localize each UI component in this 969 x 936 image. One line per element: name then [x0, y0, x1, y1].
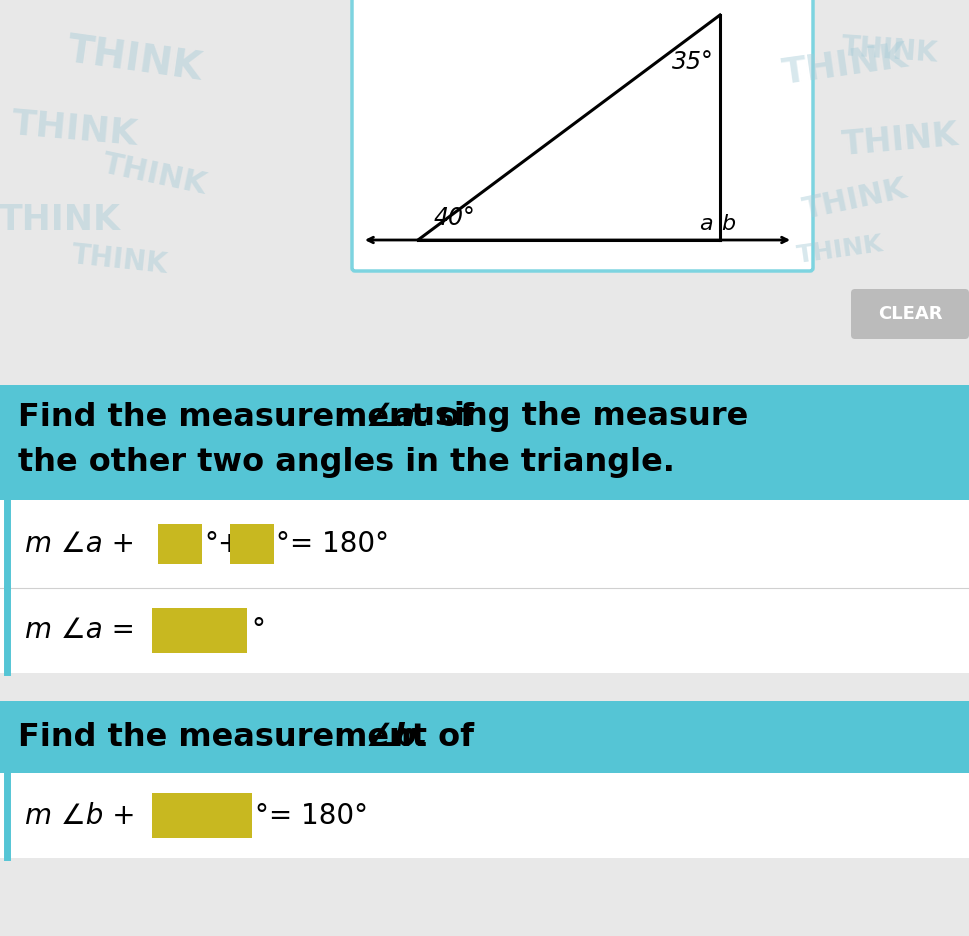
- Text: 35°: 35°: [672, 50, 713, 74]
- FancyBboxPatch shape: [0, 701, 969, 773]
- Text: ∠a: ∠a: [365, 402, 416, 432]
- Text: 40°: 40°: [433, 206, 476, 230]
- Text: Find the measurement of: Find the measurement of: [18, 402, 484, 432]
- FancyBboxPatch shape: [0, 385, 969, 500]
- Text: °= 180°: °= 180°: [255, 801, 367, 829]
- Text: using the measure: using the measure: [400, 402, 747, 432]
- FancyBboxPatch shape: [0, 773, 969, 858]
- Text: m ∠a +: m ∠a +: [25, 530, 143, 558]
- Text: THINK: THINK: [779, 39, 909, 91]
- FancyBboxPatch shape: [230, 524, 273, 564]
- FancyBboxPatch shape: [0, 673, 969, 701]
- Text: °= 180°: °= 180°: [276, 530, 389, 558]
- Text: THINK: THINK: [795, 232, 884, 268]
- Text: m ∠b +: m ∠b +: [25, 801, 144, 829]
- Text: THINK: THINK: [71, 241, 170, 279]
- Text: b: b: [720, 214, 735, 234]
- FancyBboxPatch shape: [152, 608, 247, 653]
- FancyBboxPatch shape: [158, 524, 202, 564]
- Text: THINK: THINK: [100, 150, 210, 200]
- Text: a: a: [699, 214, 712, 234]
- Text: °+: °+: [203, 530, 241, 558]
- Text: m ∠a =: m ∠a =: [25, 617, 143, 645]
- Text: Find the measurement of: Find the measurement of: [18, 722, 484, 753]
- FancyBboxPatch shape: [352, 0, 812, 271]
- Text: ∠b.: ∠b.: [365, 722, 429, 753]
- FancyBboxPatch shape: [0, 500, 969, 588]
- Text: THINK: THINK: [799, 175, 909, 226]
- FancyBboxPatch shape: [850, 289, 968, 339]
- Text: °: °: [251, 617, 265, 645]
- Text: THINK: THINK: [11, 108, 140, 153]
- FancyBboxPatch shape: [152, 793, 252, 838]
- FancyBboxPatch shape: [0, 588, 969, 673]
- Text: THINK: THINK: [65, 32, 205, 88]
- Text: the other two angles in the triangle.: the other two angles in the triangle.: [18, 447, 674, 478]
- Text: CLEAR: CLEAR: [877, 305, 941, 323]
- Text: THINK: THINK: [0, 203, 121, 237]
- Text: THINK: THINK: [840, 33, 938, 67]
- Text: THINK: THINK: [839, 119, 958, 162]
